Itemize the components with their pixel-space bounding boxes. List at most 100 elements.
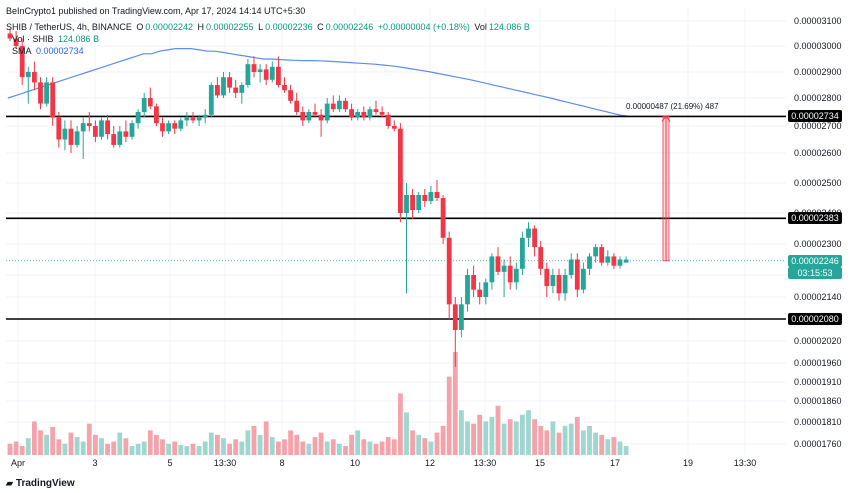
measure-label: 0.00000487 (21.69%) 487: [626, 102, 719, 112]
volume-bar: [269, 437, 275, 455]
candle-body: [32, 72, 37, 83]
volume-bar: [550, 421, 556, 455]
volume-bar: [233, 439, 239, 455]
candle-body: [489, 256, 495, 283]
volume-bar: [501, 423, 507, 455]
candle-body: [300, 112, 306, 121]
candle-body: [135, 112, 141, 124]
volume-bar: [208, 432, 214, 455]
volume-bar: [117, 432, 123, 455]
candle-body: [324, 103, 330, 121]
candle-body: [513, 268, 519, 283]
candle-body: [263, 69, 269, 80]
volume-bar: [221, 438, 226, 455]
time-tick-label: 8: [279, 458, 284, 468]
low-label: L: [258, 22, 264, 32]
sma-line: [7, 48, 631, 118]
volume-legend[interactable]: Vol · SHIB 124.086 B: [12, 34, 101, 45]
price-axis[interactable]: 0.00003100 0.00003000 0.00002900 0.00002800…: [794, 16, 842, 449]
candle-body: [294, 100, 300, 112]
price-tick-label: 0.00002900: [794, 67, 842, 77]
volume-bar: [428, 441, 434, 455]
candle-body: [385, 114, 391, 126]
current-price-tag: 0.00002246: [788, 254, 842, 267]
volume-bar: [330, 439, 336, 455]
volume-indicator-value: 124.086 B: [58, 34, 100, 44]
close-label: C: [317, 22, 324, 32]
volume-bar: [93, 434, 98, 455]
volume-indicator-label: Vol · SHIB: [12, 34, 54, 44]
price-tick-label: 0.00003100: [794, 16, 842, 26]
volume-bar: [215, 434, 220, 455]
candle-body: [312, 112, 318, 115]
candle-body: [446, 237, 452, 305]
volume-bar: [239, 441, 245, 455]
volume-bar: [288, 430, 293, 455]
candle-body: [452, 304, 458, 330]
volume-bar: [587, 425, 592, 455]
volume-bar: [452, 351, 458, 455]
time-tick-label: 15: [535, 458, 545, 468]
volume-bar: [105, 443, 110, 455]
candle-body: [251, 64, 257, 72]
volume-bar: [404, 412, 409, 455]
candle-body: [617, 259, 623, 266]
volume-bar: [166, 443, 171, 455]
candle-body: [337, 100, 342, 110]
candle-body: [245, 64, 251, 85]
candle-body: [416, 195, 422, 210]
volume-bar: [196, 446, 202, 455]
volume-bar: [507, 419, 513, 455]
candle-body: [190, 117, 196, 121]
candle-body: [404, 195, 409, 213]
volume-bar: [337, 443, 342, 455]
candle-body: [593, 247, 598, 257]
volume-bar: [599, 434, 605, 455]
volume-bar: [617, 441, 623, 455]
volume-bar: [251, 425, 257, 455]
volume-bar: [605, 439, 611, 455]
candle-body: [74, 131, 80, 145]
price-tick-label: 0.00002140: [794, 292, 842, 302]
candle-body: [172, 123, 178, 129]
candle-body: [330, 103, 336, 110]
candle-body: [25, 72, 31, 78]
time-tick-label: 10: [350, 458, 360, 468]
candle-body: [56, 117, 62, 140]
candle-body: [495, 256, 501, 272]
vol-label: Vol: [474, 22, 487, 32]
candle-body: [147, 98, 153, 107]
candle-body: [178, 120, 184, 129]
candle-body: [50, 82, 56, 118]
level-price-tag: 0.00002383: [788, 212, 842, 225]
candle-body: [306, 112, 312, 121]
candle-body: [391, 126, 397, 129]
candle-body: [361, 112, 367, 118]
candle-body: [373, 109, 379, 112]
candle-body: [532, 228, 537, 248]
symbol-legend[interactable]: SHIB / TetherUS, 4h, BINANCE O 0.00002242…: [6, 22, 532, 33]
volume-bar: [465, 421, 470, 455]
time-axis[interactable]: Apr 3 5 13:30 8 10 12 13:30 15 17 19 13:30: [11, 458, 756, 468]
price-range-measure[interactable]: [661, 115, 671, 262]
volume-bar: [520, 414, 525, 455]
volume-bar: [135, 443, 141, 455]
volume-bar: [574, 416, 580, 455]
price-tick-label: 0.00002020: [794, 336, 842, 346]
volume-bar: [141, 441, 147, 455]
volume-bar: [471, 423, 476, 455]
sma-legend[interactable]: SMA 0.00002734: [12, 46, 86, 57]
volume-bar: [74, 437, 80, 455]
candle-body: [440, 198, 446, 238]
volume-bar: [80, 441, 86, 455]
candle-body: [123, 131, 129, 137]
candle-body: [477, 289, 483, 297]
candle-body: [550, 275, 556, 286]
candle-body: [599, 247, 605, 263]
candle-body: [574, 259, 580, 290]
volume-bar: [611, 437, 617, 455]
volume-bar: [282, 439, 287, 455]
candle-body: [269, 66, 275, 80]
tradingview-footer[interactable]: ▰ TradingView: [6, 478, 75, 489]
